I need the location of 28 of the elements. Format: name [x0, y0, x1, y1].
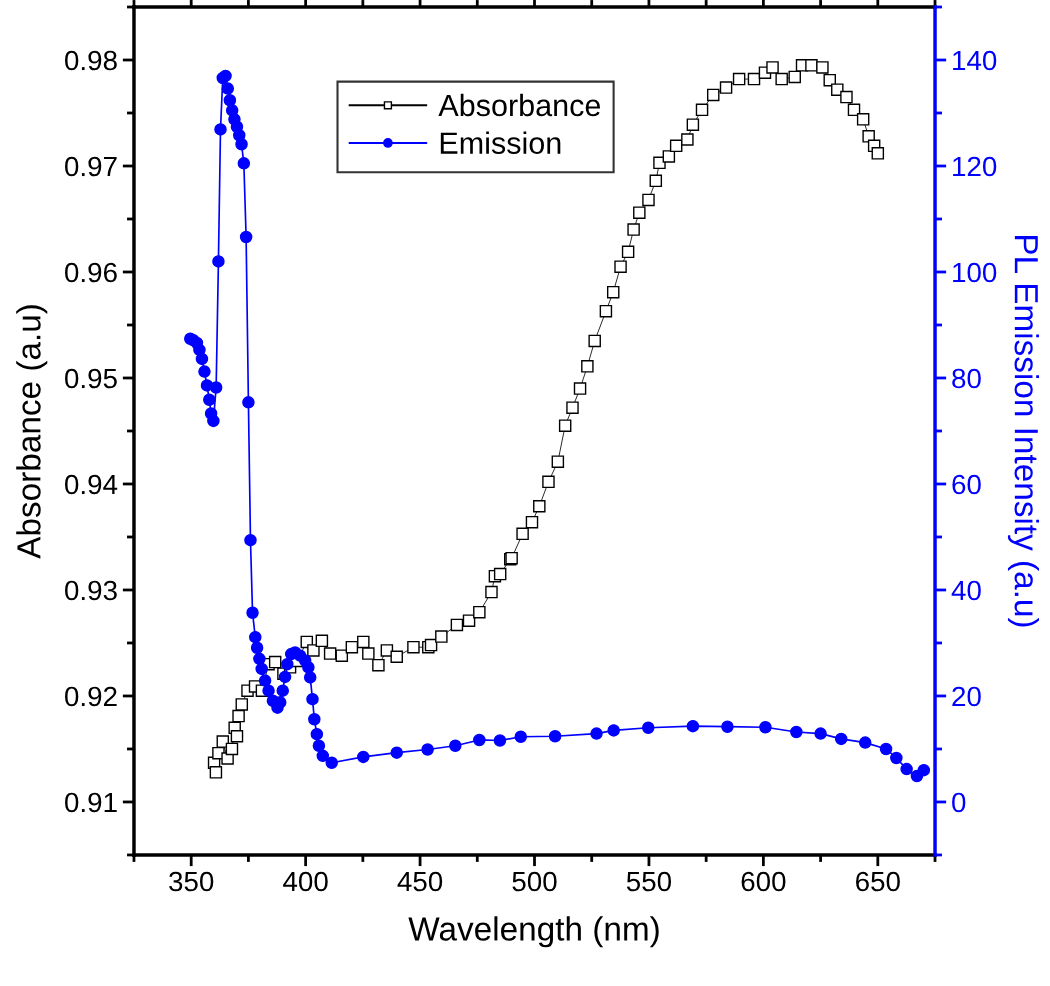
legend-label: Absorbance — [438, 93, 601, 117]
y2-tick-label: 20 — [952, 686, 981, 707]
y2-tick-label: 100 — [953, 262, 997, 283]
y-tick-label: 0.96 — [65, 262, 117, 283]
y2-tick-label: 80 — [952, 368, 981, 389]
y-tick-label: 0.98 — [65, 50, 117, 71]
y2-tick-label: 40 — [951, 580, 981, 601]
x-tick-label: 650 — [856, 871, 900, 892]
x-axis-title: Wavelength (nm) — [408, 916, 659, 948]
y2-tick-label: 0 — [952, 792, 966, 813]
y-tick-label: 0.92 — [65, 686, 117, 707]
y2-tick-label: 120 — [953, 156, 997, 177]
y2-axis-title: PL Emission Intensity (a.u) — [1007, 236, 1040, 627]
y-tick-label: 0.95 — [65, 368, 117, 389]
x-tick-label: 500 — [512, 871, 557, 892]
x-tick-label: 400 — [283, 871, 328, 892]
y-axis-title: Absorbance (a.u) — [16, 305, 48, 559]
y2-tick-label: 140 — [953, 50, 997, 71]
x-tick-label: 350 — [169, 871, 214, 892]
x-tick-label: 450 — [397, 871, 443, 892]
y-tick-label: 0.91 — [65, 792, 117, 813]
x-tick-label: 550 — [626, 871, 672, 892]
y-tick-label: 0.94 — [65, 474, 118, 495]
x-tick-label: 600 — [741, 871, 786, 892]
y-tick-label: 0.97 — [65, 156, 117, 177]
legend-label: Emission — [440, 131, 561, 154]
y-tick-label: 0.93 — [65, 580, 117, 601]
y2-tick-label: 60 — [952, 474, 981, 495]
